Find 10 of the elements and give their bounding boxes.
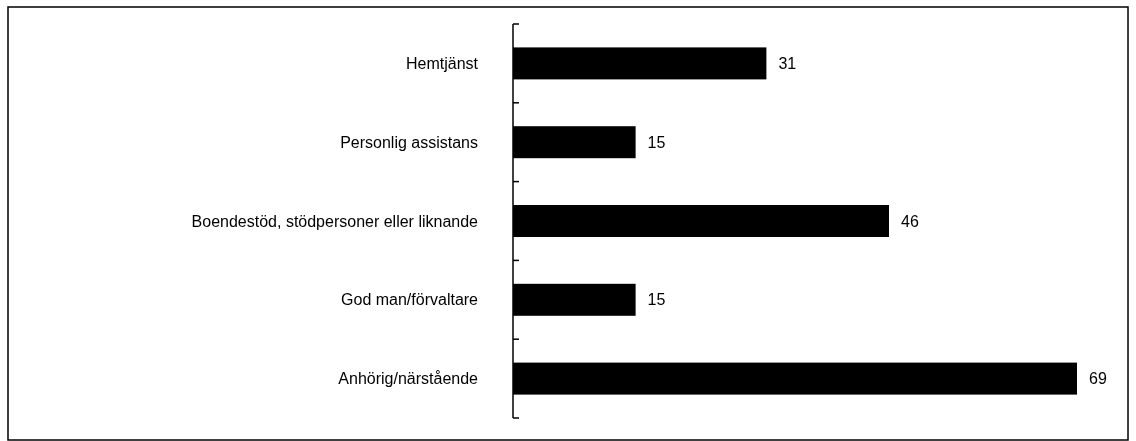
- data-label: 15: [647, 133, 666, 151]
- data-label: 69: [1089, 370, 1107, 388]
- data-label: 15: [647, 291, 666, 309]
- data-label: 46: [901, 212, 919, 230]
- y-tick-label: Boendestöd, stödpersoner eller liknande: [191, 212, 479, 230]
- y-tick-label: Personlig assistans: [340, 133, 478, 151]
- data-label: 31: [778, 55, 797, 72]
- y-tick-label: Hemtjänst: [405, 55, 479, 72]
- y-tick-label: God man/förvaltare: [341, 291, 479, 309]
- y-tick-label: Anhörig/närstående: [338, 370, 479, 388]
